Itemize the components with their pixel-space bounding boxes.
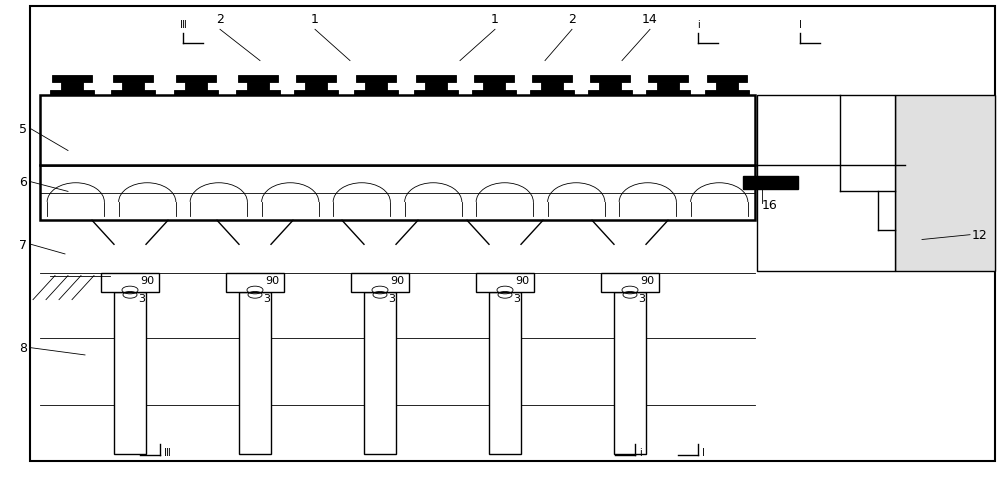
Text: 3: 3 [638,294,645,303]
Bar [530,91,574,96]
Bar [238,76,278,83]
Bar [590,76,630,83]
Bar [365,83,387,91]
Text: 90: 90 [140,276,154,286]
Bar [52,76,92,83]
Bar [226,274,284,293]
Text: 90: 90 [390,276,404,286]
Text: ⅰ: ⅰ [697,20,699,30]
Bar [743,176,798,190]
Bar [40,96,755,166]
Text: 5: 5 [19,123,27,136]
Bar [601,274,659,293]
Text: 90: 90 [640,276,654,286]
Text: 1: 1 [311,13,319,26]
Text: 90: 90 [515,276,529,286]
Bar [351,274,409,293]
Text: Ⅲ: Ⅲ [164,447,171,457]
Bar [614,293,646,454]
Text: 12: 12 [972,228,988,242]
Bar [541,83,563,91]
Text: 3: 3 [513,294,520,303]
Bar [247,83,269,91]
Bar [648,76,688,83]
Bar [588,91,632,96]
Bar [236,91,280,96]
Bar [114,293,146,454]
Text: I: I [702,447,705,457]
Text: I: I [799,20,801,30]
Text: 90: 90 [265,276,279,286]
Bar [111,91,155,96]
Bar [414,91,458,96]
Text: 16: 16 [762,199,778,212]
Bar [305,83,327,91]
Text: 3: 3 [138,294,145,303]
Bar [657,83,679,91]
Bar [476,274,534,293]
Bar [50,91,94,96]
Text: 3: 3 [388,294,395,303]
Bar [472,91,516,96]
Text: 3: 3 [263,294,270,303]
Bar [101,274,159,293]
Bar [364,293,396,454]
Bar [707,76,747,83]
Bar [705,91,749,96]
Text: 2: 2 [568,13,576,26]
Bar [296,76,336,83]
Bar [239,293,271,454]
Text: ⅰ: ⅰ [639,447,642,457]
Bar [646,91,690,96]
Bar [176,76,216,83]
Bar [113,76,153,83]
Bar [489,293,521,454]
Text: 1: 1 [491,13,499,26]
Bar [716,83,738,91]
Bar [294,91,338,96]
Text: 6: 6 [19,176,27,189]
Text: Ⅲ: Ⅲ [180,20,186,30]
Bar [895,96,995,271]
Bar [416,76,456,83]
Bar [483,83,505,91]
Bar [356,76,396,83]
Bar [599,83,621,91]
Bar [174,91,218,96]
Text: 7: 7 [19,238,27,252]
Bar [474,76,514,83]
Bar [61,83,83,91]
Bar [532,76,572,83]
Bar [354,91,398,96]
Bar [185,83,207,91]
Bar [40,166,755,221]
Text: 8: 8 [19,341,27,355]
Bar [757,96,895,271]
Bar [122,83,144,91]
Text: 14: 14 [642,13,658,26]
Bar [425,83,447,91]
Text: 2: 2 [216,13,224,26]
